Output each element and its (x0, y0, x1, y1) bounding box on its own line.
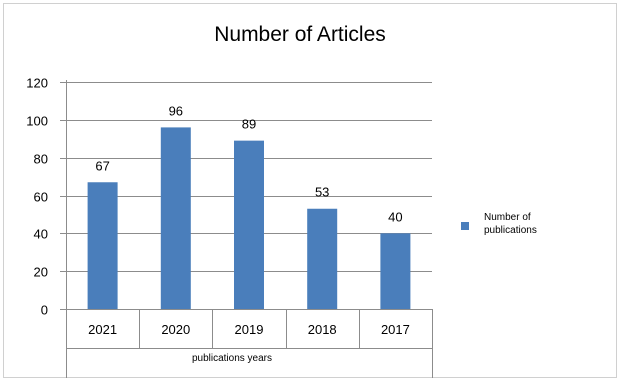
x-tick-label-2018: 2018 (308, 322, 337, 337)
x-axis-tick-labels: 2021 2020 2019 2018 2017 (88, 322, 410, 337)
bar-2021 (87, 182, 118, 309)
data-label-2021: 67 (95, 158, 109, 173)
y-tick-label-20: 20 (34, 265, 48, 280)
data-labels: 67 96 89 53 40 (95, 103, 402, 224)
data-label-2019: 89 (242, 117, 256, 132)
x-tick-label-2021: 2021 (88, 322, 117, 337)
legend-label-line-2: publications (484, 225, 537, 236)
bar-2019 (234, 140, 264, 309)
data-label-2018: 53 (315, 185, 329, 200)
bar-2020 (160, 127, 191, 310)
y-tick-label-100: 100 (26, 114, 48, 129)
y-tick-label-120: 120 (26, 76, 48, 91)
data-label-2020: 96 (169, 103, 183, 118)
y-axis-tick-labels: 0 20 40 60 80 100 120 (26, 76, 48, 318)
x-tick-label-2020: 2020 (161, 322, 190, 337)
legend: Number of publications (461, 212, 537, 236)
bar-2018 (307, 208, 338, 309)
data-label-2017: 40 (388, 209, 402, 224)
y-tick-label-60: 60 (34, 190, 48, 205)
bar-2017 (380, 233, 411, 309)
legend-swatch (461, 222, 469, 230)
y-tick-label-80: 80 (34, 152, 48, 167)
axes (66, 80, 433, 378)
chart-title: Number of Articles (214, 23, 386, 46)
legend-label-line-1: Number of (484, 212, 531, 223)
y-tick-label-0: 0 (41, 303, 48, 318)
x-tick-label-2019: 2019 (235, 322, 264, 337)
x-tick-label-2017: 2017 (381, 322, 410, 337)
y-tick-label-40: 40 (34, 227, 48, 242)
bars (87, 127, 411, 310)
x-axis-title: publications years (192, 353, 272, 364)
